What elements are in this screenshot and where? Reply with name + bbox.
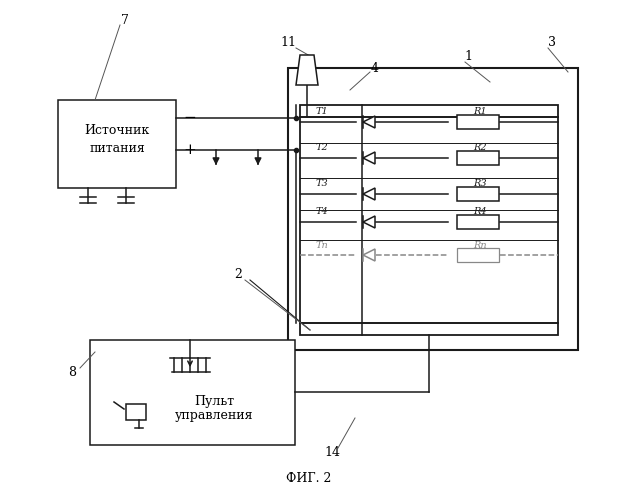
Bar (457, 151, 499, 165)
Bar (457, 115, 499, 129)
Text: 11: 11 (280, 36, 296, 50)
Bar (300, 105, 558, 335)
Bar (126, 404, 146, 420)
Polygon shape (363, 116, 375, 128)
Text: T2: T2 (316, 144, 328, 152)
Text: Источник: Источник (85, 124, 150, 136)
Text: 1: 1 (464, 50, 472, 64)
Text: 14: 14 (324, 446, 340, 460)
Bar (288, 68, 578, 350)
Text: +: + (184, 143, 197, 157)
Text: управления: управления (175, 410, 253, 422)
Text: R4: R4 (473, 208, 487, 216)
Text: T1: T1 (316, 108, 328, 116)
Text: R2: R2 (473, 144, 487, 152)
Text: Tn: Tn (316, 240, 328, 250)
Polygon shape (363, 152, 375, 164)
Text: R1: R1 (473, 108, 487, 116)
Polygon shape (296, 55, 318, 85)
Text: T4: T4 (316, 208, 328, 216)
Text: 4: 4 (371, 62, 379, 74)
Text: ФИГ. 2: ФИГ. 2 (286, 472, 332, 484)
Text: 8: 8 (68, 366, 76, 380)
Text: 3: 3 (548, 36, 556, 50)
Text: 2: 2 (234, 268, 242, 281)
Polygon shape (363, 216, 375, 228)
Bar (90, 340, 295, 445)
Text: Rn: Rn (473, 240, 487, 250)
Polygon shape (363, 188, 375, 200)
Text: Пульт: Пульт (194, 396, 234, 408)
Bar (58, 100, 176, 188)
Bar (457, 187, 499, 201)
Polygon shape (363, 249, 375, 261)
Bar (457, 248, 499, 262)
Bar (457, 215, 499, 229)
Text: 7: 7 (121, 14, 129, 26)
Text: питания: питания (89, 142, 145, 154)
Text: R3: R3 (473, 180, 487, 188)
Text: −: − (184, 111, 197, 125)
Text: T3: T3 (316, 180, 328, 188)
